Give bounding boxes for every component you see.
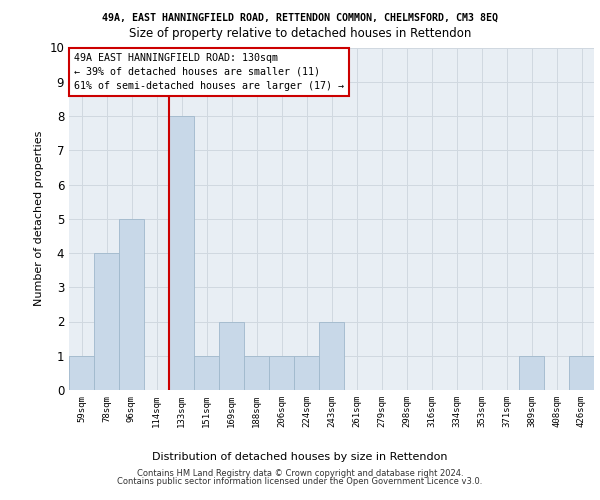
Bar (219, 322, 244, 390)
Text: Contains HM Land Registry data © Crown copyright and database right 2024.: Contains HM Land Registry data © Crown c… (137, 468, 463, 477)
Bar (294, 356, 319, 390)
Bar (269, 356, 294, 390)
Text: 49A EAST HANNINGFIELD ROAD: 130sqm
← 39% of detached houses are smaller (11)
61%: 49A EAST HANNINGFIELD ROAD: 130sqm ← 39%… (74, 52, 344, 90)
Y-axis label: Number of detached properties: Number of detached properties (34, 131, 44, 306)
Bar (119, 219, 144, 390)
Text: Contains public sector information licensed under the Open Government Licence v3: Contains public sector information licen… (118, 477, 482, 486)
Bar (319, 322, 344, 390)
Text: Size of property relative to detached houses in Rettendon: Size of property relative to detached ho… (129, 28, 471, 40)
Text: 49A, EAST HANNINGFIELD ROAD, RETTENDON COMMON, CHELMSFORD, CM3 8EQ: 49A, EAST HANNINGFIELD ROAD, RETTENDON C… (102, 12, 498, 22)
Bar (519, 356, 544, 390)
Bar (569, 356, 594, 390)
Bar (169, 116, 194, 390)
Text: Distribution of detached houses by size in Rettendon: Distribution of detached houses by size … (152, 452, 448, 462)
Bar (69, 356, 94, 390)
Bar (94, 253, 119, 390)
Bar (244, 356, 269, 390)
Bar (194, 356, 219, 390)
